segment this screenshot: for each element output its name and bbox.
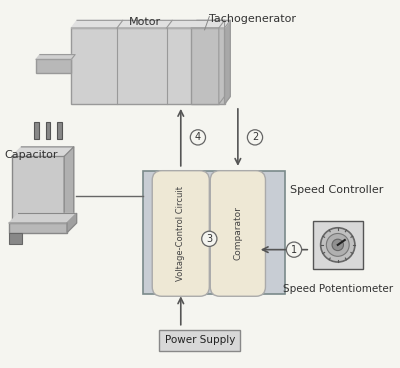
FancyBboxPatch shape <box>9 223 67 233</box>
Text: Speed Controller: Speed Controller <box>290 185 384 195</box>
Text: 4: 4 <box>195 132 201 142</box>
Polygon shape <box>12 147 74 156</box>
Polygon shape <box>71 20 224 28</box>
Text: 1: 1 <box>291 245 297 255</box>
FancyBboxPatch shape <box>34 122 39 139</box>
Circle shape <box>332 239 344 251</box>
FancyBboxPatch shape <box>191 28 224 104</box>
Text: Power Supply: Power Supply <box>165 335 235 345</box>
FancyBboxPatch shape <box>210 171 266 296</box>
FancyBboxPatch shape <box>143 171 286 294</box>
FancyBboxPatch shape <box>46 122 50 139</box>
Polygon shape <box>36 54 75 59</box>
Circle shape <box>321 228 355 262</box>
FancyBboxPatch shape <box>159 330 240 350</box>
Text: 3: 3 <box>206 234 212 244</box>
Polygon shape <box>219 20 224 104</box>
Circle shape <box>202 231 217 247</box>
Polygon shape <box>191 20 230 28</box>
FancyBboxPatch shape <box>152 171 209 296</box>
Circle shape <box>286 242 302 257</box>
FancyBboxPatch shape <box>12 156 64 223</box>
FancyBboxPatch shape <box>313 221 362 269</box>
Text: Tachogenerator: Tachogenerator <box>209 14 296 24</box>
Text: Comparator: Comparator <box>233 206 242 261</box>
Polygon shape <box>67 213 76 233</box>
Circle shape <box>190 130 206 145</box>
Circle shape <box>326 233 349 256</box>
Polygon shape <box>9 213 76 223</box>
Text: Motor: Motor <box>128 17 161 26</box>
Text: 2: 2 <box>252 132 258 142</box>
Text: Speed Potentiometer: Speed Potentiometer <box>283 284 393 294</box>
FancyBboxPatch shape <box>57 122 62 139</box>
Polygon shape <box>64 147 74 223</box>
Polygon shape <box>224 20 230 104</box>
Text: Capacitor: Capacitor <box>5 150 58 160</box>
FancyBboxPatch shape <box>9 233 22 244</box>
FancyBboxPatch shape <box>71 28 219 104</box>
FancyBboxPatch shape <box>36 59 71 72</box>
Circle shape <box>247 130 263 145</box>
Text: Voltage-Control Circuit: Voltage-Control Circuit <box>176 186 185 281</box>
